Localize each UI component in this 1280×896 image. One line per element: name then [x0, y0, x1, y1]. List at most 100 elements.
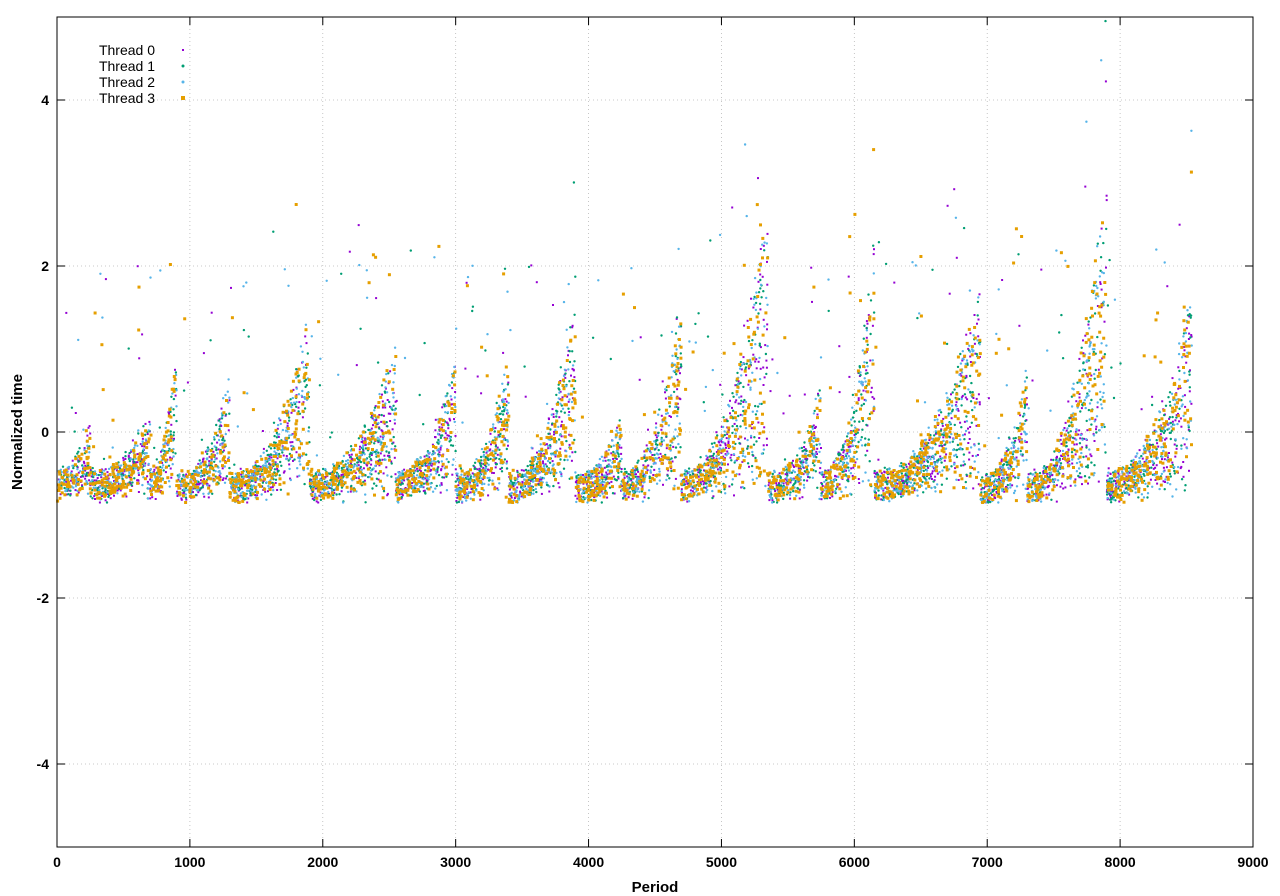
data-point: [471, 472, 474, 475]
data-point: [831, 495, 834, 498]
data-point: [827, 469, 830, 472]
data-point: [1151, 459, 1154, 463]
data-point: [563, 411, 566, 414]
data-point: [129, 482, 132, 485]
data-point: [1046, 472, 1048, 475]
data-point: [1083, 475, 1087, 478]
data-point: [390, 460, 393, 463]
data-point: [1180, 444, 1183, 447]
data-point: [401, 493, 404, 496]
data-point: [362, 480, 365, 484]
data-point: [782, 491, 785, 494]
data-point: [414, 469, 417, 472]
data-point: [93, 495, 96, 498]
data-point: [969, 361, 972, 363]
data-point: [170, 476, 173, 479]
data-point: [299, 456, 302, 459]
data-point: [373, 406, 377, 409]
data-point: [857, 397, 860, 400]
data-point: [852, 466, 855, 469]
data-point: [792, 477, 795, 480]
data-point: [793, 465, 795, 468]
data-point: [572, 368, 575, 371]
data-point: [505, 467, 509, 470]
data-point: [1079, 433, 1083, 437]
data-point: [597, 279, 600, 282]
data-point: [746, 445, 750, 448]
data-point: [612, 444, 615, 447]
data-point: [1106, 479, 1108, 482]
data-point: [674, 456, 677, 459]
data-point: [702, 486, 706, 489]
data-point: [1142, 496, 1146, 499]
data-point: [1114, 482, 1117, 485]
data-point: [499, 418, 503, 421]
data-point: [207, 496, 210, 499]
data-point: [805, 461, 808, 465]
data-point: [601, 474, 604, 477]
data-point: [219, 424, 222, 427]
data-point: [846, 452, 849, 455]
data-point: [274, 461, 277, 464]
data-point: [1025, 376, 1029, 379]
data-point: [759, 248, 762, 250]
data-point: [905, 481, 909, 485]
data-point: [519, 490, 522, 493]
data-point: [754, 404, 757, 408]
data-point: [524, 468, 528, 472]
data-point: [479, 464, 482, 467]
data-point: [349, 445, 353, 448]
data-point: [968, 458, 971, 461]
data-point: [931, 472, 934, 475]
data-point: [568, 411, 571, 413]
data-point: [281, 445, 284, 448]
data-point: [395, 479, 398, 482]
data-point: [119, 489, 122, 492]
data-point: [665, 447, 668, 450]
data-point: [317, 501, 320, 504]
data-point: [227, 429, 230, 432]
data-point: [143, 445, 146, 448]
data-point: [207, 464, 210, 467]
data-point: [385, 421, 388, 424]
data-point: [302, 401, 305, 404]
data-point: [340, 490, 343, 493]
data-point: [172, 434, 175, 437]
data-point: [212, 450, 215, 453]
data-point: [835, 475, 838, 478]
data-point: [161, 466, 164, 469]
data-point: [1027, 407, 1030, 410]
data-point: [90, 475, 93, 478]
data-point: [304, 385, 307, 389]
data-point: [390, 462, 393, 465]
data-point: [715, 455, 718, 458]
data-point: [386, 454, 389, 457]
data-point: [762, 384, 765, 386]
data-point: [811, 452, 814, 455]
data-point: [494, 462, 497, 464]
data-point: [104, 278, 107, 281]
data-point: [1179, 417, 1182, 420]
data-point: [95, 479, 98, 482]
data-point: [647, 428, 649, 431]
data-point: [216, 441, 219, 444]
data-point: [319, 491, 322, 494]
data-point: [431, 443, 434, 446]
data-point: [610, 452, 613, 455]
data-point: [224, 413, 228, 416]
data-point: [198, 482, 201, 485]
data-point: [945, 477, 948, 480]
data-point: [305, 453, 308, 456]
data-point: [411, 482, 414, 484]
data-point: [1168, 452, 1170, 454]
data-point: [242, 497, 245, 501]
data-point: [252, 474, 255, 477]
data-point: [540, 486, 543, 489]
data-point: [1100, 407, 1104, 410]
data-point: [877, 494, 881, 497]
data-point: [865, 336, 868, 339]
data-point: [941, 424, 944, 427]
data-point: [1012, 475, 1015, 478]
data-point: [107, 477, 110, 480]
data-point: [96, 489, 99, 492]
